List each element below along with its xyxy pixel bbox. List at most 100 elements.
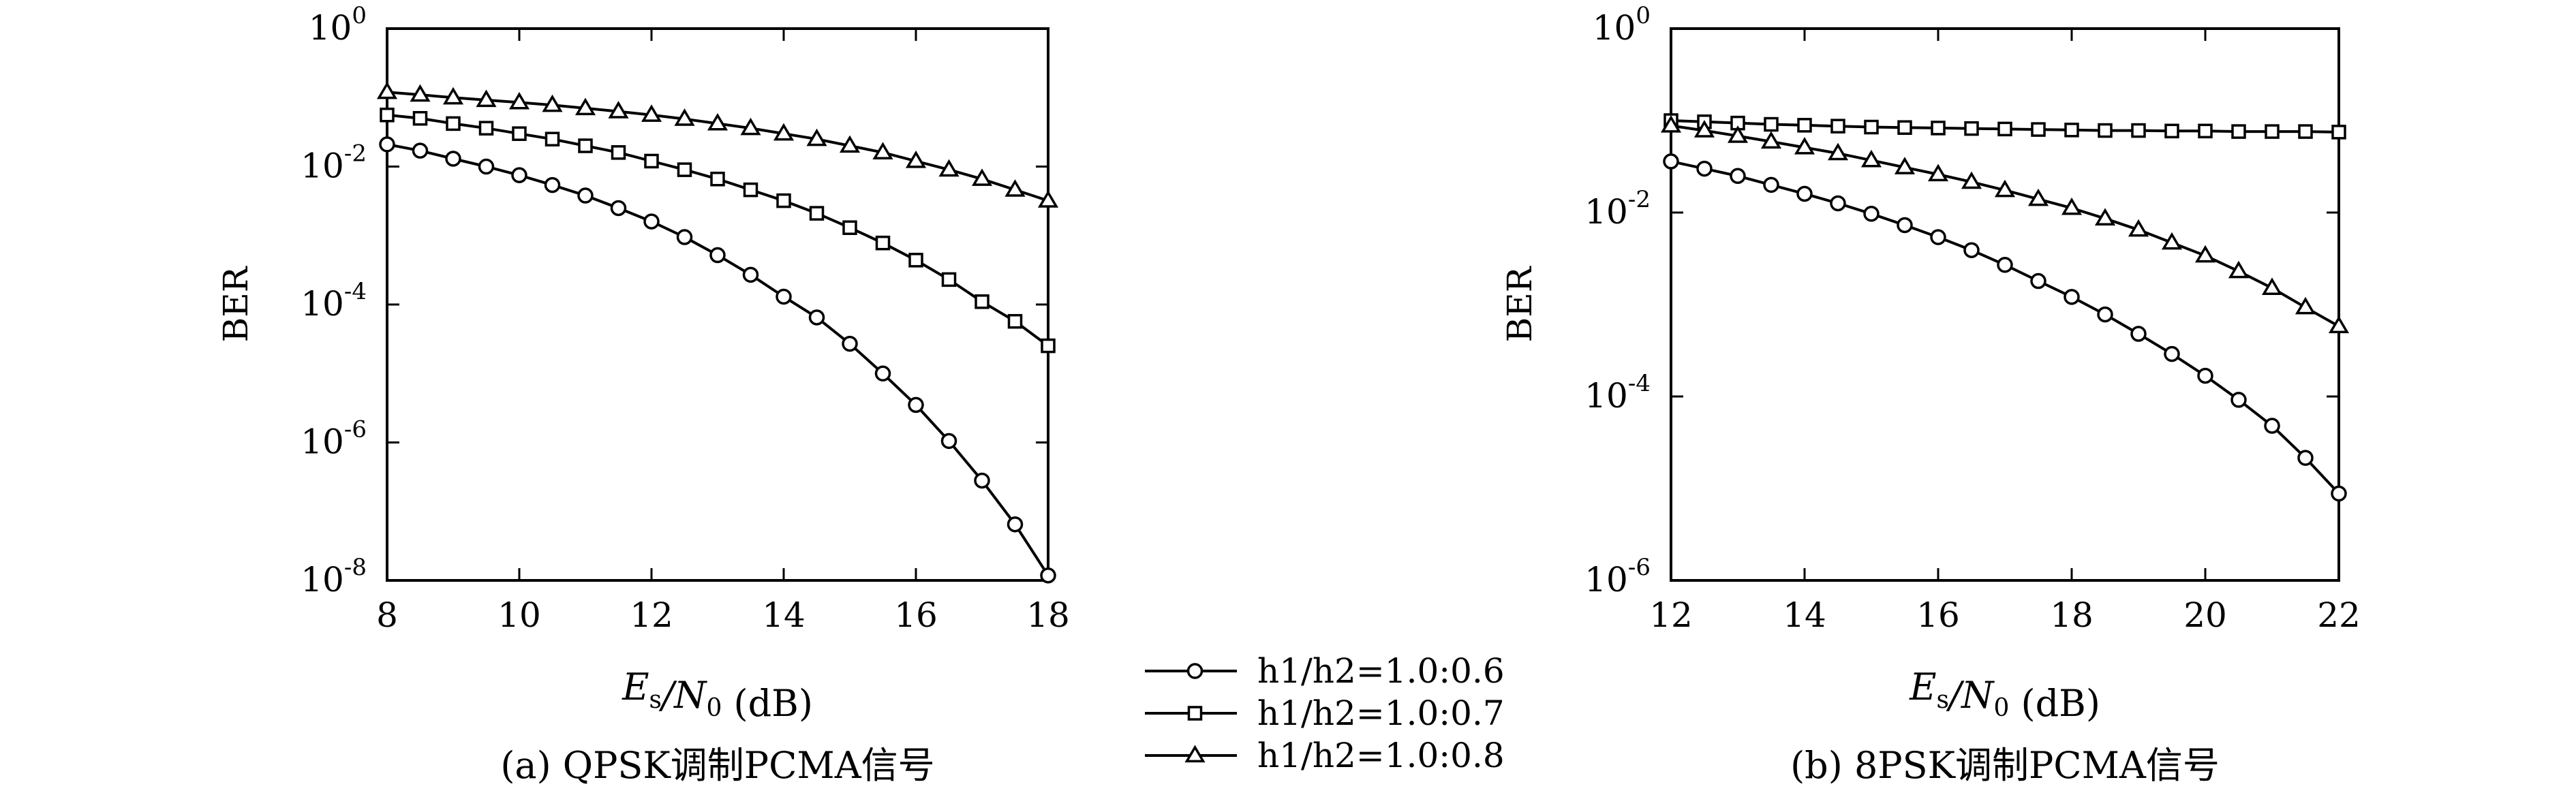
data-point-square [1797,118,1812,133]
data-point-square [2098,123,2113,138]
x-tick-label: 18 [2050,595,2094,635]
y-tick-label: 100 [1593,2,1651,48]
data-point-circle [808,309,825,326]
data-point-square [1041,338,1056,354]
data-point-circle [2297,450,2314,466]
legend-label: h1/h2=1.0:0.8 [1257,736,1505,775]
x-tick-label: 10 [497,595,541,635]
x-tick-label: 16 [1916,595,1960,635]
data-point-square [512,126,527,141]
data-point-square [1007,313,1023,329]
data-point-circle [478,158,495,175]
data-point-triangle [938,159,960,177]
data-point-circle [412,142,429,159]
data-point-circle [577,187,594,204]
data-point-circle [842,335,858,352]
data-point-triangle [674,108,695,126]
data-point-square [2164,123,2179,139]
data-point-square [710,172,725,187]
legend-marker-square [1187,706,1203,721]
data-point-square [2265,124,2280,139]
caption-b: (b) 8PSK调制PCMA信号 [1790,744,2220,787]
data-point-square [677,162,692,177]
data-point-square [2331,125,2346,140]
data-point-circle [610,200,627,217]
y-axis-label-b: BER [1500,266,1539,342]
x-tick-label: 16 [894,595,938,635]
data-point-circle [511,167,527,183]
curves-b [1670,119,2340,495]
data-point-circle [1997,257,2013,273]
x-tick-label: 12 [630,595,673,635]
x-tick-label: 14 [1783,595,1826,635]
series-line-circle [1670,159,2340,495]
axis-ticks-b: 12 14 16 18 20 22 100 10-2 10-4 10-6 [1584,2,2361,635]
data-point-circle [2064,289,2080,305]
x-axis-label-a: Es/N0 (dB) [622,666,813,725]
data-point-square [380,107,395,123]
data-point-triangle [1994,179,2016,198]
data-point-circle [379,136,395,153]
y-tick-label: 10-4 [1584,370,1651,416]
data-point-triangle [2094,208,2116,225]
chart-a: 8 10 12 14 16 18 100 10-2 10-4 10-6 10-8 BER Es/N0… [216,2,1070,787]
x-tick-label: 14 [762,595,806,635]
data-point-square [545,131,560,146]
data-point-square [1897,120,1912,135]
data-point-circle [742,266,759,283]
markers-a [376,81,1059,584]
data-point-triangle [2261,277,2283,295]
data-point-circle [1763,176,1779,193]
chart-b: 12 14 16 18 20 22 100 10-2 10-4 10-6 BER Es/N0 (d… [1500,2,2361,787]
data-point-circle [1730,168,1746,185]
x-tick-label: 8 [376,595,398,635]
plot-frame-b [1670,27,2340,582]
x-tick-label: 20 [2183,595,2227,635]
data-point-triangle [442,87,464,105]
data-point-triangle [773,123,795,141]
data-point-circle [908,396,924,414]
data-point-square [2198,123,2213,139]
y-tick-label: 100 [309,2,367,48]
data-point-triangle [641,104,662,122]
data-point-triangle [806,128,827,146]
data-point-square [809,206,825,221]
series-line-circle [386,142,1049,576]
legend-entry-circle: h1/h2=1.0:0.6 [1145,651,1505,691]
legend-marker-triangle [1184,745,1206,763]
data-point-triangle [476,89,497,108]
data-point-square [1830,119,1845,134]
data-point-square [611,145,626,160]
y-tick-label: 10-8 [301,554,367,599]
y-tick-label: 10-6 [301,416,367,462]
data-point-circle [1897,217,1913,234]
data-point-square [908,253,923,268]
data-point-triangle [2161,232,2183,250]
data-point-circle [643,213,660,230]
data-point-square [2064,123,2079,138]
legend-entry-square: h1/h2=1.0:0.7 [1145,693,1505,733]
data-point-circle [2197,367,2213,384]
data-point-square [2131,123,2146,138]
data-point-square [578,138,593,153]
data-point-triangle [2027,188,2049,206]
data-point-circle [2331,485,2347,502]
data-point-circle [974,472,990,489]
data-point-square [1764,116,1779,132]
data-point-circle [2130,326,2147,342]
data-point-square [975,294,990,309]
y-axis-label-a: BER [216,266,256,342]
series-line-square [386,113,1049,347]
data-point-circle [2230,392,2247,408]
data-point-triangle [2128,219,2149,237]
data-point-triangle [1827,142,1849,161]
data-point-circle [2164,345,2180,362]
x-tick-label: 22 [2317,595,2361,635]
data-point-square [842,220,857,235]
data-point-square [2231,124,2246,139]
legend-entry-triangle: h1/h2=1.0:0.8 [1145,736,1505,775]
data-point-circle [1963,242,1980,258]
legend-label: h1/h2=1.0:0.7 [1257,693,1505,733]
data-point-circle [940,433,957,450]
data-point-circle [2097,306,2113,323]
